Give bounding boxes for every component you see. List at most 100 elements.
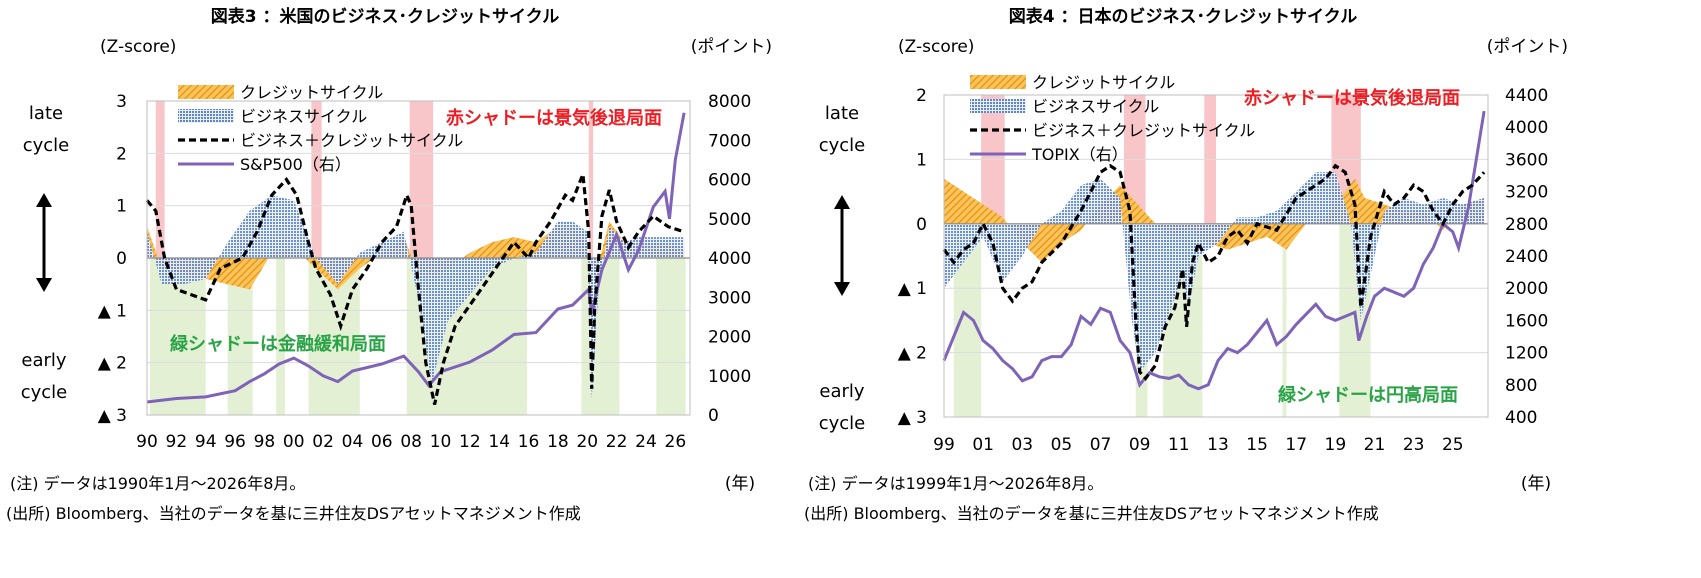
business-cycle-area — [147, 195, 685, 400]
legend-label: ビジネス＋クレジットサイクル — [240, 131, 463, 150]
legend-label: S&P500（右） — [240, 155, 351, 174]
x-tick-label: 09 — [1129, 435, 1151, 455]
x-tick-label: 13 — [1207, 435, 1229, 455]
y-right-tick-label: 400 — [1505, 408, 1537, 428]
x-tick-label: 04 — [342, 432, 364, 452]
x-tick-label: 01 — [972, 435, 994, 455]
legend-label: ビジネスサイクル — [240, 107, 367, 126]
y-left-tick-label: 0 — [916, 215, 927, 235]
recession-annotation: 赤シャドーは景気後退局面 — [446, 107, 662, 129]
y-left-unit-label: (Z-score) — [898, 37, 974, 57]
plot-frame — [146, 100, 691, 416]
x-tick-label: 26 — [665, 432, 687, 452]
x-tick-label: 15 — [1246, 435, 1268, 455]
x-tick-label: 92 — [166, 432, 188, 452]
y-right-tick-label: 3200 — [1505, 183, 1548, 203]
legend-swatch-business — [178, 109, 234, 123]
legend-swatch-business — [970, 99, 1026, 113]
early-cycle-label: cycle — [819, 413, 866, 434]
y-right-tick-label: 4000 — [1505, 118, 1548, 138]
y-right-tick-label: 3600 — [1505, 150, 1548, 170]
y-left-tick-label: ▲ 1 — [898, 279, 927, 299]
cycle-arrow-head-up — [36, 193, 52, 207]
x-tick-label: 14 — [488, 432, 510, 452]
recession-shade — [409, 101, 434, 258]
x-tick-label: 20 — [576, 432, 598, 452]
x-tick-label: 94 — [195, 432, 217, 452]
source-text: (出所) Bloomberg、当社のデータを基に三井住友DSアセットマネジメント… — [804, 504, 1379, 523]
x-tick-label: 06 — [371, 432, 393, 452]
legend-label: ビジネスサイクル — [1032, 97, 1159, 116]
y-left-tick-label: ▲ 2 — [98, 354, 127, 374]
y-left-tick-label: 3 — [116, 92, 127, 112]
y-right-tick-label: 7000 — [708, 131, 751, 151]
x-tick-label: 17 — [1285, 435, 1307, 455]
x-tick-label: 23 — [1403, 435, 1425, 455]
x-tick-label: 19 — [1325, 435, 1347, 455]
y-right-unit-label: (ポイント) — [691, 37, 772, 57]
y-left-tick-label: ▲ 2 — [898, 344, 927, 364]
easing-annotation: 緑シャドーは円高局面 — [1278, 384, 1458, 406]
y-left-tick-label: ▲ 3 — [98, 406, 127, 426]
early-cycle-label: cycle — [21, 382, 68, 403]
easing-shade — [656, 258, 686, 415]
cycle-arrow-head-up — [834, 195, 850, 209]
chart-title: 図表4 ：日本のビジネス･クレジットサイクル — [1009, 6, 1357, 27]
source-text: (出所) Bloomberg、当社のデータを基に三井住友DSアセットマネジメント… — [6, 504, 581, 523]
y-right-tick-label: 2000 — [708, 328, 751, 348]
x-tick-label: 00 — [283, 432, 305, 452]
early-cycle-label: early — [21, 350, 67, 371]
y-right-tick-label: 2000 — [1505, 279, 1548, 299]
recession-shade — [155, 101, 165, 258]
y-left-tick-label: ▲ 3 — [898, 408, 927, 428]
index-line — [942, 110, 1486, 391]
legend-label: クレジットサイクル — [240, 83, 383, 102]
y-right-tick-label: 4400 — [1505, 86, 1548, 106]
x-unit-label: (年) — [1521, 474, 1551, 494]
x-tick-label: 16 — [518, 432, 540, 452]
x-tick-label: 12 — [459, 432, 481, 452]
y-right-tick-label: 0 — [708, 406, 719, 426]
x-tick-label: 99 — [933, 435, 955, 455]
y-left-unit-label: (Z-score) — [100, 37, 176, 57]
easing-shade — [581, 258, 620, 415]
x-tick-label: 07 — [1090, 435, 1112, 455]
y-right-unit-label: (ポイント) — [1487, 37, 1568, 57]
easing-shade — [276, 258, 285, 415]
easing-annotation: 緑シャドーは金融緩和局面 — [170, 333, 386, 355]
x-tick-label: 21 — [1364, 435, 1386, 455]
x-tick-label: 02 — [312, 432, 334, 452]
combined-cycle-line — [145, 173, 685, 405]
late-cycle-label: late — [825, 103, 859, 124]
y-left-tick-label: 1 — [916, 150, 927, 170]
x-tick-label: 08 — [400, 432, 422, 452]
y-right-tick-label: 2800 — [1505, 215, 1548, 235]
y-right-tick-label: 1600 — [1505, 311, 1548, 331]
plot-frame — [943, 94, 1489, 418]
legend-label: ビジネス＋クレジットサイクル — [1032, 121, 1255, 140]
cycle-arrow-head-down — [834, 282, 850, 296]
x-unit-label: (年) — [725, 474, 755, 494]
easing-shade — [1282, 223, 1287, 417]
recession-shade — [311, 101, 322, 258]
late-cycle-label: cycle — [819, 135, 866, 156]
y-right-tick-label: 800 — [1505, 376, 1537, 396]
index-line — [146, 112, 686, 404]
legend-label: TOPIX（右） — [1031, 145, 1128, 164]
legend-swatch-credit — [970, 75, 1026, 89]
chart-panel-japan: 図表4 ：日本のビジネス･クレジットサイクル (Z-score) (ポイント) 21 0… — [804, 6, 1568, 523]
x-tick-label: 25 — [1442, 435, 1464, 455]
late-cycle-label: cycle — [23, 135, 70, 156]
recession-shade — [588, 101, 594, 258]
x-tick-label: 24 — [635, 432, 657, 452]
cycle-arrow-head-down — [36, 278, 52, 292]
y-right-tick-label: 6000 — [708, 171, 751, 191]
credit-cycle-area — [944, 178, 1485, 263]
x-tick-label: 90 — [136, 432, 158, 452]
recession-annotation: 赤シャドーは景気後退局面 — [1244, 87, 1460, 109]
chart-panel-us: 図表3 ：米国のビジネス･クレジットサイクル (Z-score) (ポイント) 3 2 1… — [6, 6, 772, 523]
chart-title: 図表3 ：米国のビジネス･クレジットサイクル — [211, 6, 559, 27]
y-left-tick-label: ▲ 1 — [98, 301, 127, 321]
y-left-tick-label: 2 — [116, 144, 127, 164]
